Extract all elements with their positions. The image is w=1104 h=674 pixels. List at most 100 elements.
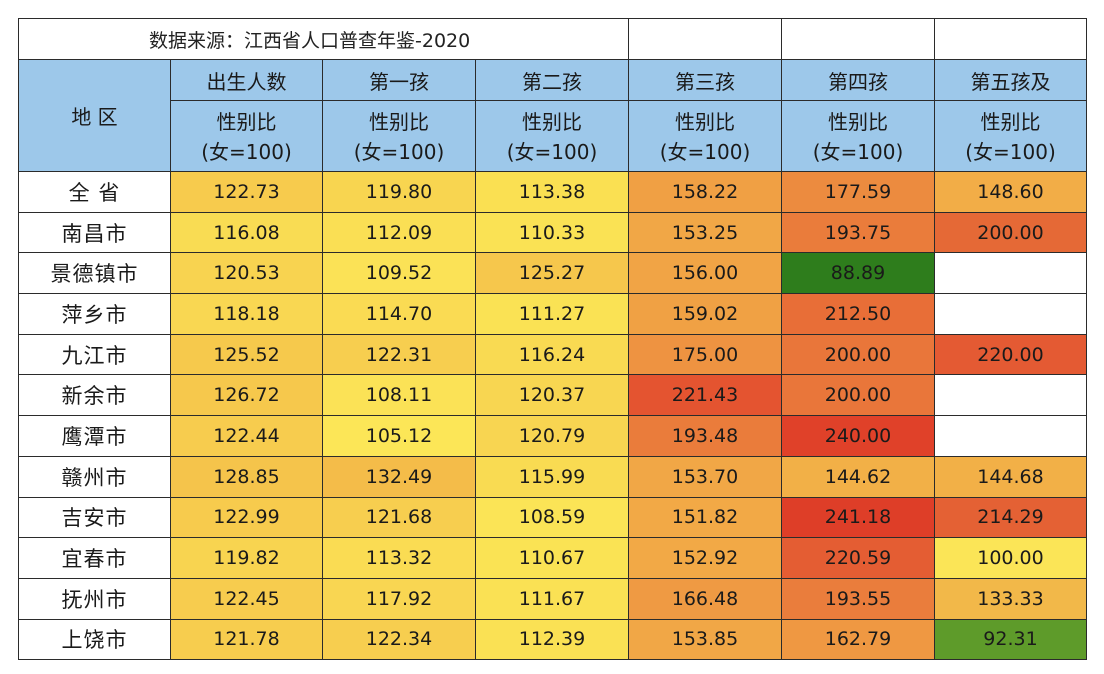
sex-ratio-value-cell: 153.25 xyxy=(628,211,782,254)
sex-ratio-value-cell: 111.67 xyxy=(475,577,629,620)
sex-ratio-value-cell: 112.39 xyxy=(475,618,629,661)
region-name-cell: 全 省 xyxy=(18,171,171,213)
sex-ratio-value-cell: 193.75 xyxy=(781,211,935,254)
region-name-cell: 鹰潭市 xyxy=(18,415,171,457)
col-subheader-second-child: 性别比 (女=100) xyxy=(475,100,629,172)
sex-ratio-value-cell: 132.49 xyxy=(322,455,476,498)
table-row: 全 省 122.73 119.80 113.38 158.22 177.59 148.60 xyxy=(18,171,1087,213)
sex-ratio-value-cell: 109.52 xyxy=(322,252,476,295)
region-name-cell: 萍乡市 xyxy=(18,293,171,335)
region-name-cell: 景德镇市 xyxy=(18,252,171,295)
header-row-top: 地 区 出生人数 第一孩 第二孩 第三孩 第四孩 第五孩及 xyxy=(18,59,1087,172)
sex-ratio-value-cell: 122.34 xyxy=(322,618,476,661)
region-name-cell: 新余市 xyxy=(18,374,171,417)
sex-ratio-value-cell: 158.22 xyxy=(628,171,782,213)
sex-ratio-value-cell: 108.11 xyxy=(322,374,476,417)
sex-ratio-value-cell: 152.92 xyxy=(628,537,782,579)
col-subheader-first-child: 性别比 (女=100) xyxy=(322,100,476,172)
table-row: 吉安市 122.99 121.68 108.59 151.82 241.18 214.29 xyxy=(18,496,1087,539)
blank-cell xyxy=(781,18,935,60)
col-subheader-births: 性别比 (女=100) xyxy=(170,100,323,172)
subheader-line1: 性别比 xyxy=(675,110,735,134)
table-row: 南昌市 116.08 112.09 110.33 153.25 193.75 200.00 xyxy=(18,211,1087,254)
sex-ratio-value-cell: 200.00 xyxy=(781,374,935,417)
table-row: 景德镇市 120.53 109.52 125.27 156.00 88.89 xyxy=(18,252,1087,295)
table-body: 数据来源：江西省人口普查年鉴-2020 地 区 出生人数 第一孩 第二孩 第三孩… xyxy=(18,18,1087,661)
region-name-cell: 吉安市 xyxy=(18,496,171,539)
sex-ratio-value-cell: 100.00 xyxy=(934,537,1087,579)
subheader-line2: (女=100) xyxy=(659,140,751,164)
sex-ratio-value-cell: 112.09 xyxy=(322,211,476,254)
source-row: 数据来源：江西省人口普查年鉴-2020 xyxy=(18,18,1087,60)
sex-ratio-value-cell: 125.52 xyxy=(170,333,323,376)
sex-ratio-value-cell: 116.24 xyxy=(475,333,629,376)
sex-ratio-value-cell: 220.00 xyxy=(934,333,1087,376)
sex-ratio-value-cell: 108.59 xyxy=(475,496,629,539)
subheader-line2: (女=100) xyxy=(812,140,904,164)
sex-ratio-value-cell: 122.73 xyxy=(170,171,323,213)
sex-ratio-value-cell: 200.00 xyxy=(934,211,1087,254)
region-name-cell: 上饶市 xyxy=(18,618,171,661)
sex-ratio-value-cell xyxy=(934,252,1087,295)
sex-ratio-table-container: 数据来源：江西省人口普查年鉴-2020 地 区 出生人数 第一孩 第二孩 第三孩… xyxy=(18,18,1087,661)
subheader-line1: 性别比 xyxy=(369,110,429,134)
sex-ratio-value-cell: 115.99 xyxy=(475,455,629,498)
col-header-second-child: 第二孩 xyxy=(475,59,629,101)
sex-ratio-value-cell: 159.02 xyxy=(628,293,782,335)
sex-ratio-value-cell: 212.50 xyxy=(781,293,935,335)
sex-ratio-value-cell xyxy=(934,293,1087,335)
sex-ratio-value-cell: 214.29 xyxy=(934,496,1087,539)
sex-ratio-value-cell: 133.33 xyxy=(934,577,1087,620)
sex-ratio-value-cell: 122.99 xyxy=(170,496,323,539)
sex-ratio-value-cell xyxy=(934,415,1087,457)
sex-ratio-value-cell: 88.89 xyxy=(781,252,935,295)
sex-ratio-value-cell: 148.60 xyxy=(934,171,1087,213)
region-name-cell: 宜春市 xyxy=(18,537,171,579)
sex-ratio-value-cell: 119.80 xyxy=(322,171,476,213)
table-row: 鹰潭市 122.44 105.12 120.79 193.48 240.00 xyxy=(18,415,1087,457)
sex-ratio-value-cell: 117.92 xyxy=(322,577,476,620)
sex-ratio-value-cell: 111.27 xyxy=(475,293,629,335)
sex-ratio-value-cell: 121.68 xyxy=(322,496,476,539)
sex-ratio-value-cell: 120.79 xyxy=(475,415,629,457)
sex-ratio-value-cell: 162.79 xyxy=(781,618,935,661)
blank-cell xyxy=(934,18,1087,60)
subheader-line1: 性别比 xyxy=(522,110,582,134)
table-row: 新余市 126.72 108.11 120.37 221.43 200.00 xyxy=(18,374,1087,417)
col-header-first-child: 第一孩 xyxy=(322,59,476,101)
sex-ratio-value-cell: 200.00 xyxy=(781,333,935,376)
sex-ratio-value-cell: 122.31 xyxy=(322,333,476,376)
sex-ratio-value-cell: 119.82 xyxy=(170,537,323,579)
sex-ratio-value-cell: 114.70 xyxy=(322,293,476,335)
sex-ratio-value-cell: 120.37 xyxy=(475,374,629,417)
sex-ratio-value-cell: 105.12 xyxy=(322,415,476,457)
table-row: 抚州市 122.45 117.92 111.67 166.48 193.55 133.33 xyxy=(18,577,1087,620)
sex-ratio-value-cell: 126.72 xyxy=(170,374,323,417)
sex-ratio-value-cell: 153.85 xyxy=(628,618,782,661)
sex-ratio-value-cell: 113.38 xyxy=(475,171,629,213)
region-name-cell: 赣州市 xyxy=(18,455,171,498)
col-subheader-fourth-child: 性别比 (女=100) xyxy=(781,100,935,172)
sex-ratio-value-cell: 220.59 xyxy=(781,537,935,579)
col-header-fifth-plus-child: 第五孩及 xyxy=(934,59,1087,101)
blank-cell xyxy=(628,18,782,60)
col-subheader-fifth-plus-child: 性别比 (女=100) xyxy=(934,100,1087,172)
sex-ratio-value-cell: 241.18 xyxy=(781,496,935,539)
sex-ratio-value-cell: 116.08 xyxy=(170,211,323,254)
table-row: 萍乡市 118.18 114.70 111.27 159.02 212.50 xyxy=(18,293,1087,335)
sex-ratio-value-cell: 151.82 xyxy=(628,496,782,539)
sex-ratio-value-cell: 175.00 xyxy=(628,333,782,376)
region-name-cell: 南昌市 xyxy=(18,211,171,254)
sex-ratio-value-cell: 156.00 xyxy=(628,252,782,295)
sex-ratio-value-cell: 92.31 xyxy=(934,618,1087,661)
table-row: 宜春市 119.82 113.32 110.67 152.92 220.59 100.00 xyxy=(18,537,1087,579)
col-subheader-third-child: 性别比 (女=100) xyxy=(628,100,782,172)
sex-ratio-value-cell: 125.27 xyxy=(475,252,629,295)
col-header-fourth-child: 第四孩 xyxy=(781,59,935,101)
sex-ratio-value-cell: 110.67 xyxy=(475,537,629,579)
sex-ratio-value-cell: 153.70 xyxy=(628,455,782,498)
subheader-line1: 性别比 xyxy=(980,110,1041,134)
sex-ratio-table: 数据来源：江西省人口普查年鉴-2020 地 区 出生人数 第一孩 第二孩 第三孩… xyxy=(18,18,1087,661)
sex-ratio-value-cell xyxy=(934,374,1087,417)
col-header-third-child: 第三孩 xyxy=(628,59,782,101)
